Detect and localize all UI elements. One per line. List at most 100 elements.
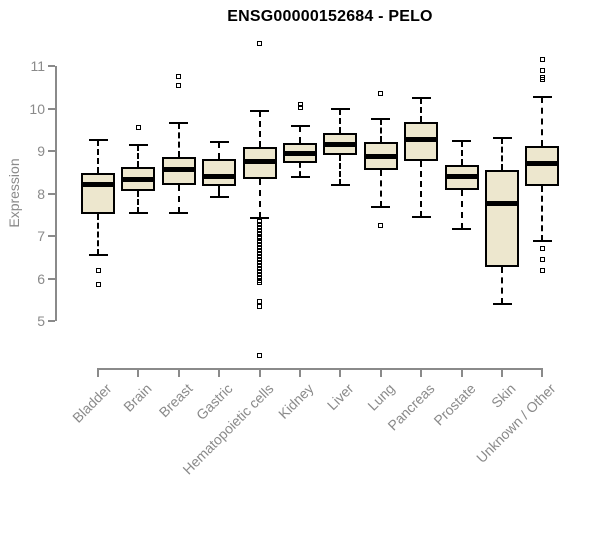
whisker-cap-upper: [209, 141, 229, 144]
whisker-cap-lower: [371, 206, 391, 209]
whisker-cap-upper: [128, 143, 148, 146]
median-line: [525, 161, 560, 167]
whisker-lower: [258, 179, 261, 218]
x-axis-tick: [501, 369, 503, 377]
box-gastric: [202, 158, 237, 186]
y-axis-tick: [48, 107, 55, 110]
whisker-upper: [299, 125, 301, 143]
box-bladder: [81, 173, 115, 214]
whisker-lower: [460, 190, 463, 229]
whisker-cap-upper: [88, 139, 108, 142]
outlier-point: [135, 125, 141, 131]
whisker-cap-lower: [532, 240, 552, 243]
y-axis-line: [55, 66, 57, 321]
y-axis-tick: [48, 192, 55, 195]
outlier-point: [176, 74, 182, 80]
x-axis-tick: [379, 369, 382, 377]
x-axis-tick: [97, 369, 99, 377]
y-tick-label: 10: [29, 100, 45, 117]
median-line: [404, 137, 439, 143]
outlier-point: [176, 82, 182, 88]
outlier-point: [257, 269, 263, 275]
median-line: [242, 158, 277, 164]
outlier-point: [257, 257, 263, 263]
whisker-upper: [177, 122, 180, 157]
outlier-point: [257, 266, 263, 272]
outlier-point: [257, 275, 263, 281]
box-skin: [485, 169, 519, 267]
outlier-point: [297, 101, 303, 107]
outlier-point: [257, 242, 263, 248]
whisker-lower: [299, 162, 301, 177]
whisker-cap-lower: [290, 175, 310, 178]
whisker-lower: [541, 186, 544, 242]
outlier-point: [378, 91, 384, 97]
chart-title: ENSG00000152684 - PELO: [227, 8, 433, 25]
outlier-point: [297, 105, 303, 111]
whisker-cap-upper: [371, 117, 391, 120]
whisker-cap-upper: [250, 110, 270, 113]
median-line: [444, 174, 479, 179]
x-axis-tick: [177, 369, 180, 377]
outlier-point: [539, 77, 545, 83]
whisker-cap-upper: [169, 121, 189, 124]
whisker-cap-upper: [330, 107, 350, 110]
outlier-point: [257, 218, 263, 224]
whisker-lower: [339, 155, 342, 186]
whisker-upper: [541, 97, 544, 147]
y-axis-tick: [48, 65, 55, 67]
median-line: [283, 150, 317, 156]
outlier-point: [257, 254, 263, 260]
outlier-point: [257, 272, 263, 278]
whisker-cap-lower: [169, 211, 189, 214]
outlier-point: [257, 352, 263, 358]
x-axis-tick: [541, 369, 544, 377]
outlier-point: [95, 282, 101, 288]
y-axis-tick: [48, 150, 55, 152]
median-line: [323, 141, 358, 147]
y-tick-label: 6: [37, 270, 45, 287]
whisker-lower: [218, 185, 221, 197]
x-axis-line: [97, 368, 544, 370]
x-axis-tick: [258, 369, 261, 377]
outlier-point: [257, 236, 263, 242]
outlier-point: [95, 267, 101, 273]
outlier-point: [257, 233, 263, 239]
y-axis-tick: [48, 277, 55, 280]
x-axis-tick: [299, 369, 301, 377]
whisker-cap-lower: [209, 195, 229, 198]
whisker-upper: [501, 137, 503, 170]
y-tick-label: 5: [37, 313, 45, 329]
outlier-point: [257, 224, 263, 230]
y-tick-label: 11: [30, 58, 45, 74]
whisker-cap-upper: [532, 96, 552, 99]
whisker-cap-upper: [492, 136, 512, 139]
median-line: [161, 166, 196, 172]
y-tick-label: 9: [37, 143, 45, 159]
outlier-point: [257, 248, 263, 254]
outlier-point: [257, 251, 263, 257]
box-unknown-other: [525, 146, 560, 187]
outlier-point: [257, 227, 263, 233]
whisker-cap-lower: [330, 184, 350, 187]
median-line: [485, 200, 519, 206]
whisker-cap-lower: [411, 215, 431, 218]
y-tick-label: 8: [37, 185, 45, 202]
outlier-point: [257, 280, 263, 286]
outlier-point: [257, 263, 263, 269]
median-line: [121, 177, 156, 183]
outlier-point: [539, 256, 545, 262]
whisker-upper: [218, 142, 221, 159]
whisker-upper: [97, 140, 99, 174]
y-axis-tick: [48, 320, 55, 322]
median-line: [202, 174, 237, 180]
whisker-cap-lower: [250, 216, 270, 219]
whisker-lower: [379, 170, 382, 208]
outlier-point: [257, 245, 263, 251]
x-axis-tick: [460, 369, 463, 377]
whisker-upper: [460, 141, 463, 166]
y-axis-tick: [48, 235, 55, 237]
whisker-upper: [379, 118, 382, 143]
median-line: [81, 181, 115, 187]
x-axis-tick: [420, 369, 423, 377]
